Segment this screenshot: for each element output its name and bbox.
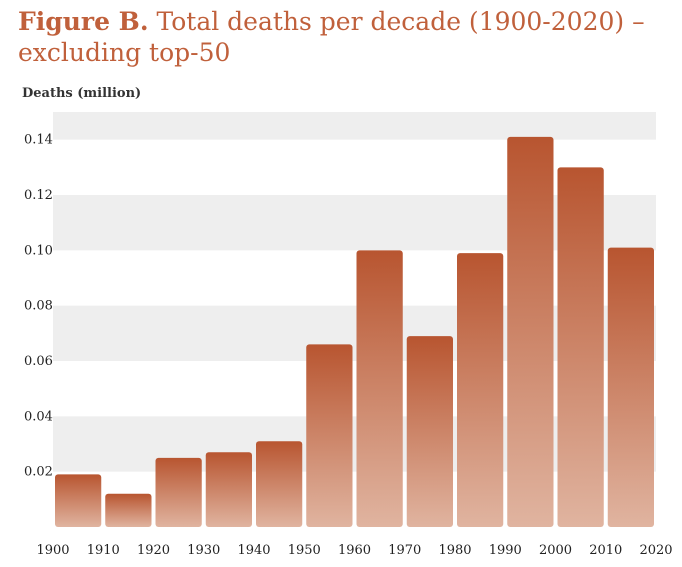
y-tick-label: 0.08 xyxy=(24,299,53,314)
figure-label: Figure B. xyxy=(18,7,149,36)
y-tick-label: 0.12 xyxy=(24,188,53,203)
y-axis-label: Deaths (million) xyxy=(22,86,142,101)
chart-title: Figure B. Total deaths per decade (1900-… xyxy=(18,6,668,68)
x-tick-label: 1940 xyxy=(237,543,270,558)
x-tick-label: 1920 xyxy=(137,543,170,558)
bar-1960-1970 xyxy=(356,250,403,528)
bar-1970-1980 xyxy=(406,336,453,527)
bar-1950-1960 xyxy=(306,344,353,527)
x-tick-label: 2020 xyxy=(639,543,672,558)
x-tick-label: 1980 xyxy=(438,543,471,558)
y-tick-label: 0.06 xyxy=(24,354,53,369)
bar-1920-1930 xyxy=(155,457,202,527)
y-tick-label: 0.14 xyxy=(24,133,53,148)
x-tick-label: 1910 xyxy=(87,543,120,558)
x-tick-labels: 1900 1910 1920 1930 1940 1950 1960 1970 1980 1990… xyxy=(36,543,672,558)
x-tick-label: 1950 xyxy=(288,543,321,558)
x-tick-label: 1970 xyxy=(388,543,421,558)
grid-band xyxy=(53,305,656,361)
grid-band xyxy=(53,195,656,251)
y-tick-label: 0.10 xyxy=(24,243,53,258)
bar-2010-2020 xyxy=(607,247,654,528)
x-tick-label: 2000 xyxy=(539,543,572,558)
bar-1990-2000 xyxy=(507,136,554,527)
x-tick-label: 1900 xyxy=(36,543,69,558)
bar-1910-1920 xyxy=(105,493,152,527)
y-tick-label: 0.02 xyxy=(24,465,53,480)
grid-band xyxy=(53,416,656,472)
bars xyxy=(55,136,654,528)
bar-1980-1990 xyxy=(457,253,504,527)
y-tick-label: 0.04 xyxy=(24,409,53,424)
grid-band xyxy=(53,112,656,140)
bar-1930-1940 xyxy=(205,452,252,527)
x-tick-label: 1930 xyxy=(187,543,220,558)
x-tick-label: 2010 xyxy=(589,543,622,558)
bar-1900-1910 xyxy=(55,474,102,527)
bar-1940-1950 xyxy=(256,441,303,527)
x-tick-label: 1960 xyxy=(338,543,371,558)
y-tick-labels: 0.02 0.04 0.06 0.08 0.10 0.12 0.14 xyxy=(24,133,53,480)
figure-title-text: Total deaths per decade (1900-2020) – ex… xyxy=(18,7,645,67)
bar-2000-2010 xyxy=(557,167,604,528)
grid-bands xyxy=(53,112,656,472)
x-tick-label: 1990 xyxy=(489,543,522,558)
